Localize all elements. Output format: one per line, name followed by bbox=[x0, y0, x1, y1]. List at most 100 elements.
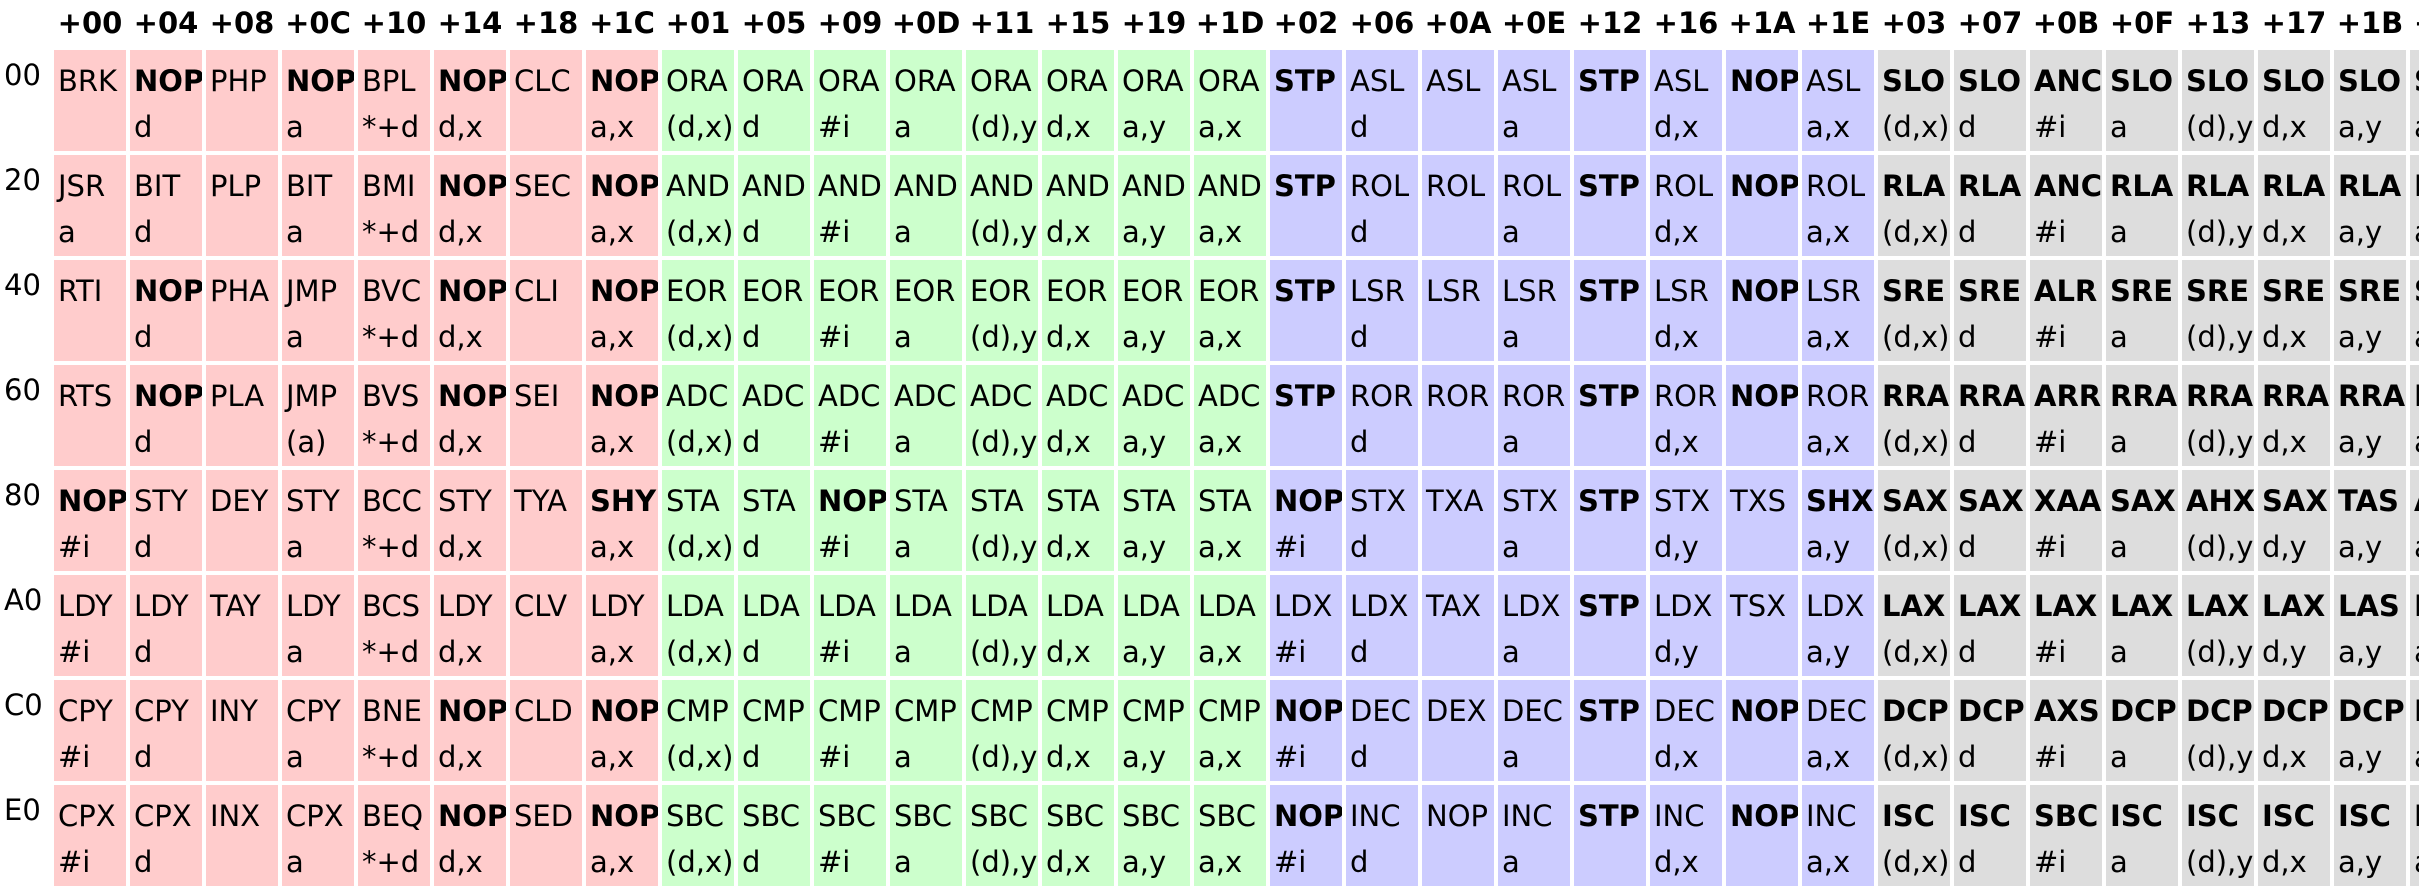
row-header: 00 bbox=[4, 58, 41, 92]
addressing-mode: a,y bbox=[2414, 629, 2419, 675]
opcode-mnemonic: DCP bbox=[1958, 694, 2025, 728]
addressing-mode: d bbox=[1958, 215, 1977, 249]
addressing-mode: #i bbox=[2034, 845, 2067, 879]
opcode-cell: ROL d,x bbox=[1650, 155, 1722, 256]
addressing-mode: a bbox=[2110, 425, 2128, 459]
opcode-cell: STA a,x bbox=[1194, 470, 1266, 571]
addressing-mode: d bbox=[1958, 740, 1977, 774]
row-header: A0 bbox=[4, 583, 43, 617]
opcode-cell: ISC d,x bbox=[2258, 785, 2330, 886]
addressing-mode: a,x bbox=[1198, 530, 1243, 564]
opcode-mnemonic: ASL bbox=[1350, 64, 1405, 98]
addressing-mode: a,y bbox=[2338, 845, 2383, 879]
opcode-mnemonic: DEC bbox=[1502, 694, 1563, 728]
addressing-mode: #i bbox=[1274, 740, 1307, 774]
addressing-mode: (d,x) bbox=[1882, 530, 1950, 564]
opcode-mnemonic: STP bbox=[1274, 64, 1336, 98]
opcode-cell: ISC (d),y bbox=[2182, 785, 2254, 886]
column-header: +18 bbox=[513, 6, 579, 40]
opcode-cell: DCP (d,x) bbox=[1878, 680, 1950, 781]
addressing-mode: d,y bbox=[1654, 635, 1699, 669]
column-header: +14 bbox=[437, 6, 503, 40]
opcode-mnemonic: LSR bbox=[1502, 274, 1557, 308]
addressing-mode: a,x bbox=[590, 845, 635, 879]
opcode-mnemonic: SLO bbox=[2110, 64, 2173, 98]
opcode-mnemonic: INY bbox=[210, 694, 258, 728]
opcode-mnemonic: LDX bbox=[1274, 589, 1333, 623]
opcode-cell: CLC bbox=[510, 50, 582, 151]
addressing-mode: a,y bbox=[2338, 740, 2383, 774]
addressing-mode: d,x bbox=[438, 845, 483, 879]
opcode-cell: SED bbox=[510, 785, 582, 886]
opcode-cell: LAX #i bbox=[2030, 575, 2102, 676]
opcode-mnemonic: JMP bbox=[286, 274, 338, 308]
opcode-mnemonic: EOR bbox=[742, 274, 804, 308]
opcode-mnemonic: SHX bbox=[1806, 484, 1874, 518]
addressing-mode: d,x bbox=[2262, 110, 2307, 144]
opcode-cell: STP bbox=[1574, 50, 1646, 151]
opcode-cell: SAX a bbox=[2106, 470, 2178, 571]
opcode-cell: LDY d bbox=[130, 575, 202, 676]
opcode-cell: STP bbox=[1270, 155, 1342, 256]
opcode-cell: LDX a bbox=[1498, 575, 1570, 676]
opcode-mnemonic: ISC bbox=[1882, 799, 1935, 833]
addressing-mode: (d,x) bbox=[666, 320, 734, 354]
opcode-cell: TXS bbox=[1726, 470, 1798, 571]
opcode-mnemonic: STP bbox=[1578, 379, 1640, 413]
opcode-mnemonic: NOP bbox=[1730, 694, 1798, 728]
addressing-mode: a bbox=[2110, 845, 2128, 879]
opcode-cell: CMP d bbox=[738, 680, 810, 781]
opcode-cell: RLA a,y bbox=[2334, 155, 2406, 256]
column-header: +1A bbox=[1728, 6, 1796, 40]
opcode-cell: CMP a,y bbox=[1118, 680, 1190, 781]
addressing-mode: a bbox=[2110, 215, 2128, 249]
opcode-cell: NOP #i bbox=[1270, 785, 1342, 886]
opcode-cell: ASL d,x bbox=[1650, 50, 1722, 151]
opcode-mnemonic: EOR bbox=[1122, 274, 1184, 308]
opcode-mnemonic: AND bbox=[818, 169, 882, 203]
addressing-mode: #i bbox=[818, 635, 851, 669]
table-corner bbox=[4, 0, 50, 46]
opcode-mnemonic: NOP bbox=[1426, 799, 1489, 833]
addressing-mode: a,y bbox=[2338, 425, 2383, 459]
opcode-cell: ROL d bbox=[1346, 155, 1418, 256]
opcode-cell: CPX #i bbox=[54, 785, 126, 886]
opcode-mnemonic: LDY bbox=[286, 589, 341, 623]
opcode-cell: STY d bbox=[130, 470, 202, 571]
addressing-mode: a,y bbox=[1122, 530, 1167, 564]
addressing-mode: #i bbox=[1274, 635, 1307, 669]
opcode-mnemonic: ARR bbox=[2034, 379, 2102, 413]
opcode-cell: INY bbox=[206, 680, 278, 781]
opcode-mnemonic: INC bbox=[1654, 799, 1705, 833]
opcode-cell: LSR a bbox=[1498, 260, 1570, 361]
opcode-cell: ORA d,x bbox=[1042, 50, 1114, 151]
column-header: +06 bbox=[1349, 6, 1415, 40]
opcode-cell: STP bbox=[1574, 260, 1646, 361]
addressing-mode: d bbox=[1958, 845, 1977, 879]
opcode-mnemonic: STA bbox=[1122, 484, 1176, 518]
addressing-mode: d,x bbox=[2262, 320, 2307, 354]
opcode-cell: LDA d bbox=[738, 575, 810, 676]
addressing-mode: d bbox=[742, 215, 761, 249]
opcode-cell: LDA (d),y bbox=[966, 575, 1038, 676]
opcode-mnemonic: TYA bbox=[514, 484, 568, 518]
opcode-cell: NOP a,x bbox=[586, 365, 658, 466]
opcode-mnemonic: ADC bbox=[970, 379, 1033, 413]
addressing-mode: a,y bbox=[2338, 635, 2383, 669]
opcode-mnemonic: SRE bbox=[2262, 274, 2326, 308]
addressing-mode: a,x bbox=[590, 425, 635, 459]
opcode-mnemonic: STX bbox=[1350, 484, 1406, 518]
opcode-cell: NOP bbox=[1726, 680, 1798, 781]
opcode-mnemonic: STX bbox=[1502, 484, 1558, 518]
opcode-mnemonic: ORA bbox=[666, 64, 728, 98]
addressing-mode: a,x bbox=[590, 740, 635, 774]
column-header: +1E bbox=[1805, 6, 1871, 40]
addressing-mode: d,x bbox=[1654, 425, 1699, 459]
opcode-cell: EOR d bbox=[738, 260, 810, 361]
opcode-mnemonic: SLO bbox=[1882, 64, 1945, 98]
column-header: +13 bbox=[2185, 6, 2251, 40]
opcode-cell: LAX d,y bbox=[2258, 575, 2330, 676]
addressing-mode: d bbox=[1350, 530, 1369, 564]
addressing-mode: a bbox=[2110, 635, 2128, 669]
